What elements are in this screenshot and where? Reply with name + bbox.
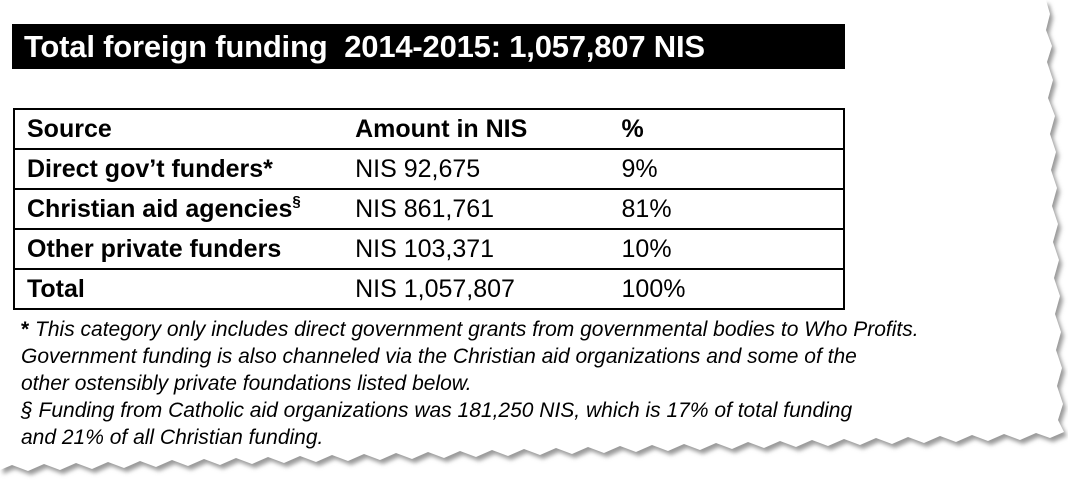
funding-table: Source Amount in NIS % Direct gov’t fund… <box>12 108 846 310</box>
source-label: Total <box>27 274 85 303</box>
table-header-row: Source Amount in NIS % <box>12 108 846 150</box>
table-row: Other private funders NIS 103,371 10% <box>12 228 846 270</box>
source-cell: Christian aid agencies§ <box>12 188 344 230</box>
page-title: Total foreign funding 2014-2015: 1,057,8… <box>12 24 845 69</box>
source-cell: Total <box>12 268 344 310</box>
amount-cell: NIS 103,371 <box>343 228 610 270</box>
source-cell: Direct gov’t funders* <box>12 148 344 190</box>
percent-cell: 9% <box>609 148 846 190</box>
percent-cell: 10% <box>609 228 846 270</box>
footnotes: * This category only includes direct gov… <box>21 316 1061 451</box>
table-row: Direct gov’t funders* NIS 92,675 9% <box>12 148 846 190</box>
table-row-total: Total NIS 1,057,807 100% <box>12 268 846 310</box>
source-cell: Other private funders <box>12 228 344 270</box>
footnote-star-line-1: * This category only includes direct gov… <box>21 316 1061 343</box>
source-label: Christian aid agencies <box>27 194 293 223</box>
column-header-percent: % <box>609 108 846 150</box>
amount-cell: NIS 861,761 <box>343 188 610 230</box>
column-header-source: Source <box>12 108 344 150</box>
footnote-mark: § <box>292 192 301 210</box>
percent-cell: 81% <box>609 188 846 230</box>
footnote-section-line-1: § Funding from Catholic aid organization… <box>21 399 853 422</box>
table-row: Christian aid agencies§ NIS 861,761 81% <box>12 188 846 230</box>
source-label: Other private funders <box>27 234 282 263</box>
amount-cell: NIS 92,675 <box>343 148 610 190</box>
footnote-text: This category only includes direct gover… <box>29 318 919 341</box>
footnote-section-line-2: and 21% of all Christian funding. <box>21 426 324 449</box>
amount-cell: NIS 1,057,807 <box>343 268 610 310</box>
column-header-amount: Amount in NIS <box>343 108 610 150</box>
source-label: Direct gov’t funders* <box>27 154 273 183</box>
footnote-star-line-3: other ostensibly private foundations lis… <box>21 372 472 395</box>
footnote-star-line-2: Government funding is also channeled via… <box>21 345 857 368</box>
asterisk-symbol: * <box>21 318 30 341</box>
percent-cell: 100% <box>609 268 846 310</box>
